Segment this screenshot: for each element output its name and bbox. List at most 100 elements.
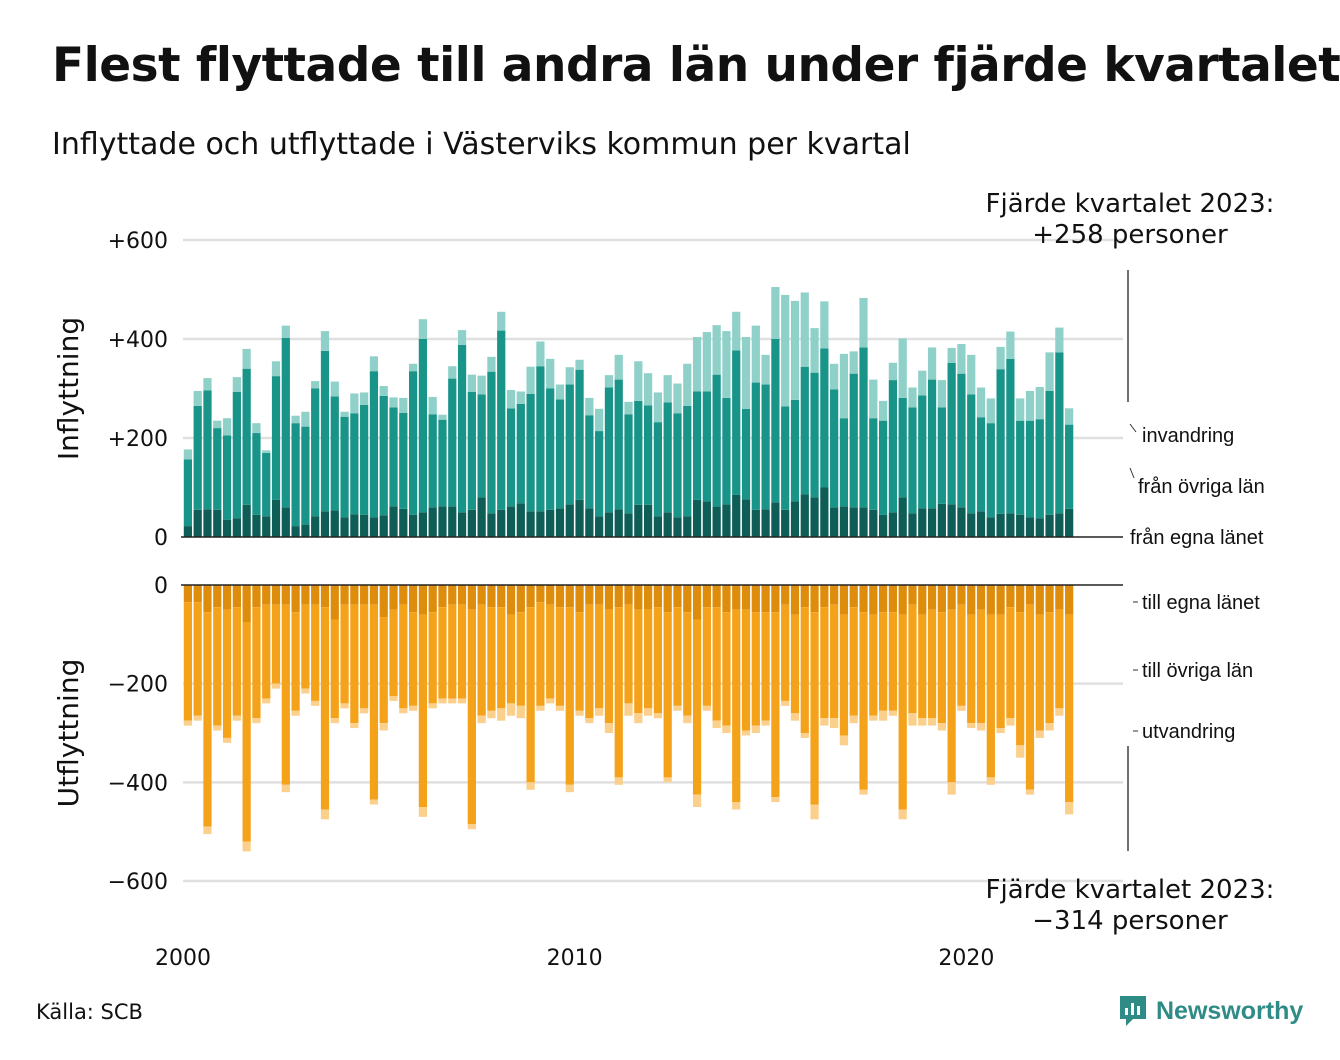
bar-segment xyxy=(683,715,692,724)
bar-segment xyxy=(976,723,986,731)
bar-segment xyxy=(281,338,290,508)
bar-segment xyxy=(653,585,663,608)
bar-segment xyxy=(1025,604,1035,790)
bar-segment xyxy=(918,395,927,509)
gridlines xyxy=(183,238,1123,883)
bar-segment xyxy=(497,311,506,331)
bar-segment xyxy=(859,347,868,508)
bar-segment xyxy=(1025,420,1035,518)
bar-segment xyxy=(242,348,251,369)
bar-segment xyxy=(869,585,878,615)
bar-segment xyxy=(271,376,281,500)
bar-segment xyxy=(546,604,555,699)
bar-segment xyxy=(222,435,232,520)
bar-segment xyxy=(996,346,1005,370)
bar-segment xyxy=(242,368,251,505)
bar-segment xyxy=(477,375,486,395)
bar-segment xyxy=(291,526,300,537)
bar-segment xyxy=(859,789,868,795)
bar-segment xyxy=(683,405,692,517)
bar-segment xyxy=(595,408,604,432)
bar-segment xyxy=(497,330,506,510)
bar-segment xyxy=(438,506,447,537)
bar-segment xyxy=(477,715,486,724)
bar-segment xyxy=(771,287,780,339)
bar-segment xyxy=(389,506,398,537)
bar-segment xyxy=(614,777,623,785)
bar-segment xyxy=(1055,609,1064,709)
bar-segment xyxy=(389,585,398,610)
bar-segment xyxy=(350,604,359,724)
bar-segment xyxy=(408,705,418,711)
bar-segment xyxy=(506,585,516,615)
bar-segment xyxy=(937,585,946,613)
bar-segment xyxy=(712,607,721,721)
bar-segment xyxy=(692,794,702,807)
bar-segment xyxy=(898,497,907,537)
bar-segment xyxy=(242,585,251,622)
bar-segment xyxy=(1016,612,1025,746)
bar-segment xyxy=(281,585,290,605)
bar-segment xyxy=(781,406,790,510)
bar-segment xyxy=(702,501,711,537)
bar-segment xyxy=(497,708,506,721)
bar-segment xyxy=(477,604,486,716)
bar-segment xyxy=(878,612,888,711)
bar-segment xyxy=(565,784,574,793)
bar-segment xyxy=(281,604,290,785)
bar-segment xyxy=(1006,331,1015,359)
bar-segment xyxy=(683,585,692,613)
bar-segment xyxy=(771,797,780,803)
bar-segment xyxy=(1025,585,1035,605)
bar-segment xyxy=(595,431,604,517)
bar-segment xyxy=(183,526,193,537)
bar-segment xyxy=(673,383,682,414)
bar-segment xyxy=(1035,419,1044,519)
bar-segment xyxy=(927,508,937,537)
bar-segment xyxy=(1065,508,1074,537)
bar-segment xyxy=(751,509,760,537)
bar-segment xyxy=(722,331,731,398)
bar-segment xyxy=(839,614,849,736)
bar-segment xyxy=(976,585,986,610)
bar-segment xyxy=(957,343,966,374)
chart-subtitle: Inflyttade och utflyttade i Västerviks k… xyxy=(52,127,911,162)
bar-segment xyxy=(673,413,682,518)
bar-segment xyxy=(800,494,809,537)
bar-segment xyxy=(467,609,476,825)
bar-segment xyxy=(869,379,878,419)
bar-segment xyxy=(418,614,428,807)
bar-segment xyxy=(1045,514,1054,537)
bar-segment xyxy=(565,607,574,785)
bar-segment xyxy=(741,499,751,537)
bar-segment xyxy=(1006,358,1015,514)
bar-segment xyxy=(487,607,496,711)
bar-segment xyxy=(986,614,995,778)
bar-segment xyxy=(634,504,643,537)
bar-segment xyxy=(957,705,966,711)
bar-segment xyxy=(908,585,917,605)
series-label: från egna länet xyxy=(1130,527,1264,549)
bar-segment xyxy=(301,688,310,694)
bar-segment xyxy=(1016,745,1025,758)
bar-segment xyxy=(546,358,555,389)
bar-segment xyxy=(732,609,741,803)
bar-segment xyxy=(487,356,496,372)
bar-segment xyxy=(301,604,310,689)
bar-segment xyxy=(448,604,457,699)
bar-segment xyxy=(311,516,320,537)
bar-segment xyxy=(252,433,261,515)
bar-segment xyxy=(213,585,222,608)
bar-segment xyxy=(399,412,408,509)
bar-segment xyxy=(741,337,751,409)
bar-segment xyxy=(937,407,946,504)
bar-segment xyxy=(301,426,310,525)
bar-segment xyxy=(183,720,193,726)
bar-segment xyxy=(311,700,320,706)
bar-segment xyxy=(1016,420,1025,515)
bar-segment xyxy=(565,585,574,608)
bar-segment xyxy=(1025,789,1035,795)
bar-segment xyxy=(624,585,633,605)
bar-segment xyxy=(555,399,565,509)
bar-segment xyxy=(487,371,496,514)
